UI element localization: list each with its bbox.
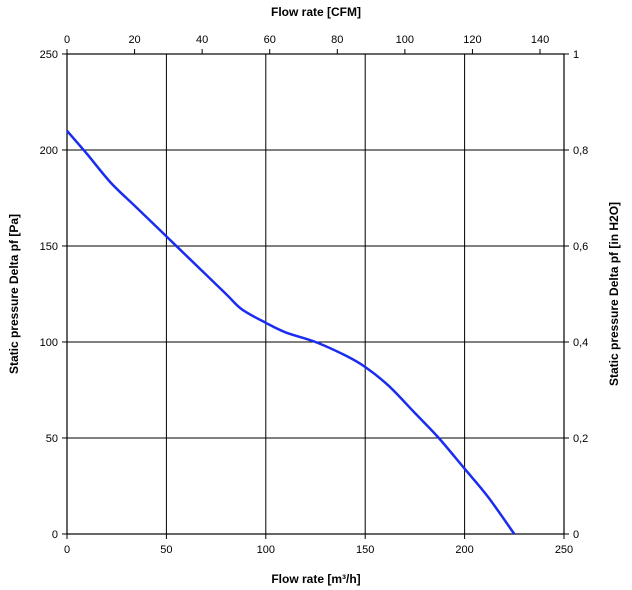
y-tick-label: 100 [40,337,58,349]
y2-tick-label: 0,6 [573,241,588,253]
y2-tick-label: 0,2 [573,433,588,445]
series-line [66,129,516,535]
x2-tick-label: 0 [64,34,70,46]
y-axis-title: Static pressure Delta pf [Pa] [7,214,21,374]
x-axis-title: Flow rate [m³/h] [271,572,360,586]
grid [66,53,565,535]
x-tick-label: 100 [257,544,275,556]
x-tick-label: 200 [455,544,473,556]
x2-tick-label: 20 [128,34,140,46]
x2-axis-title: Flow rate [CFM] [271,5,361,19]
y-tick-label: 150 [40,241,58,253]
x-tick-label: 50 [160,544,172,556]
x2-tick-label: 80 [331,34,343,46]
series [66,129,516,535]
x2-tick-label: 60 [264,34,276,46]
y-tick-label: 0 [52,529,58,541]
plot-frame [66,53,565,535]
y2-tick-label: 1 [573,49,579,61]
y-tick-label: 50 [46,433,58,445]
x2-tick-label: 100 [396,34,414,46]
y2-tick-label: 0,8 [573,145,588,157]
x-tick-label: 0 [64,544,70,556]
y2-axis-title: Static pressure Delta pf [in H2O] [607,202,621,386]
x-tick-label: 150 [356,544,374,556]
x2-tick-label: 140 [531,34,549,46]
x-tick-label: 250 [555,544,573,556]
y-tick-label: 250 [40,49,58,61]
y2-tick-label: 0 [573,529,579,541]
x2-tick-label: 120 [463,34,481,46]
y2-tick-label: 0,4 [573,337,588,349]
x2-tick-label: 40 [196,34,208,46]
y-tick-label: 200 [40,145,58,157]
tick-marks [62,49,569,539]
